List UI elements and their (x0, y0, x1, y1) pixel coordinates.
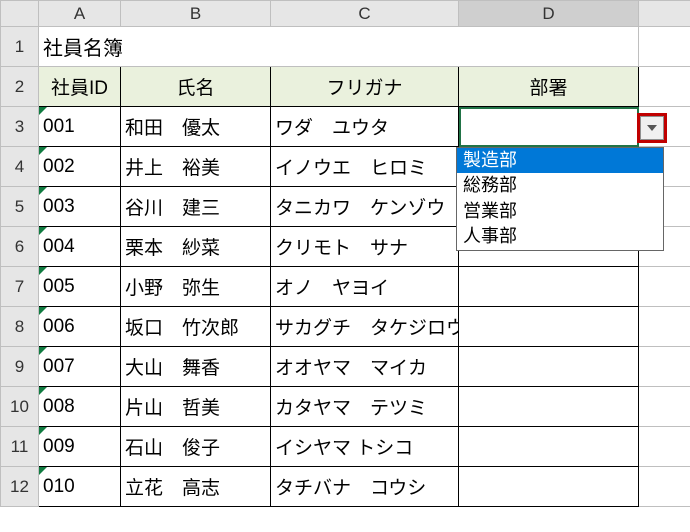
col-header-e[interactable] (639, 1, 690, 27)
cell-id[interactable]: 001 (39, 107, 121, 147)
cell-name[interactable]: 立花 高志 (121, 467, 271, 507)
cell-e12[interactable] (639, 467, 690, 507)
cell-kana[interactable]: タチバナ コウシ (271, 467, 459, 507)
cell-id[interactable]: 008 (39, 387, 121, 427)
cell-kana[interactable]: オオヤマ マイカ (271, 347, 459, 387)
cell-dept[interactable] (459, 307, 639, 347)
cell-name[interactable]: 坂口 竹次郎 (121, 307, 271, 347)
cell-kana[interactable]: イノウエ ヒロミ (271, 147, 459, 187)
cell-id[interactable]: 010 (39, 467, 121, 507)
row-header-5[interactable]: 5 (1, 187, 39, 227)
row-header-1[interactable]: 1 (1, 27, 39, 67)
header-id[interactable]: 社員ID (39, 67, 121, 107)
cell-kana[interactable]: サカグチ タケジロウ (271, 307, 459, 347)
cell-name[interactable]: 井上 裕美 (121, 147, 271, 187)
cell-kana[interactable]: タニカワ ケンゾウ (271, 187, 459, 227)
cell-id[interactable]: 009 (39, 427, 121, 467)
cell-name[interactable]: 大山 舞香 (121, 347, 271, 387)
cell-dept[interactable] (459, 107, 639, 147)
header-dept[interactable]: 部署 (459, 67, 639, 107)
row-header-12[interactable]: 12 (1, 467, 39, 507)
cell-name[interactable]: 栗本 紗菜 (121, 227, 271, 267)
cell-e8[interactable] (639, 307, 690, 347)
cell-e9[interactable] (639, 347, 690, 387)
title-cell[interactable]: 社員名簿 (39, 27, 639, 67)
cell-e11[interactable] (639, 427, 690, 467)
chevron-down-icon (647, 125, 657, 131)
col-header-d[interactable]: D (459, 1, 639, 27)
cell-dept[interactable] (459, 427, 639, 467)
row-header-11[interactable]: 11 (1, 427, 39, 467)
cell-id[interactable]: 003 (39, 187, 121, 227)
cell-id[interactable]: 005 (39, 267, 121, 307)
col-header-b[interactable]: B (121, 1, 271, 27)
cell-name[interactable]: 石山 俊子 (121, 427, 271, 467)
row-header-6[interactable]: 6 (1, 227, 39, 267)
cell-name[interactable]: 片山 哲美 (121, 387, 271, 427)
cell-dept[interactable] (459, 267, 639, 307)
row-header-3[interactable]: 3 (1, 107, 39, 147)
dropdown-option[interactable]: 人事部 (457, 224, 663, 249)
cell-e10[interactable] (639, 387, 690, 427)
row-header-8[interactable]: 8 (1, 307, 39, 347)
dropdown-button[interactable] (640, 116, 664, 140)
row-header-7[interactable]: 7 (1, 267, 39, 307)
select-all-corner[interactable] (1, 1, 39, 27)
row-header-2[interactable]: 2 (1, 67, 39, 107)
cell-e1[interactable] (639, 27, 690, 67)
col-header-c[interactable]: C (271, 1, 459, 27)
cell-id[interactable]: 002 (39, 147, 121, 187)
cell-kana[interactable]: ワダ ユウタ (271, 107, 459, 147)
cell-id[interactable]: 006 (39, 307, 121, 347)
row-header-9[interactable]: 9 (1, 347, 39, 387)
cell-kana[interactable]: クリモト サナ (271, 227, 459, 267)
cell-e7[interactable] (639, 267, 690, 307)
cell-dept[interactable] (459, 387, 639, 427)
cell-kana[interactable]: イシヤマ トシコ (271, 427, 459, 467)
cell-e2[interactable] (639, 67, 690, 107)
header-name[interactable]: 氏名 (121, 67, 271, 107)
grid: A B C D 1 社員名簿 2 社員ID 氏名 フリガナ 部署 3001和田 … (0, 0, 690, 507)
cell-dept[interactable] (459, 467, 639, 507)
row-header-4[interactable]: 4 (1, 147, 39, 187)
row-header-10[interactable]: 10 (1, 387, 39, 427)
col-header-a[interactable]: A (39, 1, 121, 27)
dropdown-list[interactable]: 製造部総務部営業部人事部 (456, 147, 664, 251)
cell-name[interactable]: 和田 優太 (121, 107, 271, 147)
header-kana[interactable]: フリガナ (271, 67, 459, 107)
cell-id[interactable]: 004 (39, 227, 121, 267)
cell-id[interactable]: 007 (39, 347, 121, 387)
cell-kana[interactable]: オノ ヤヨイ (271, 267, 459, 307)
dropdown-option[interactable]: 製造部 (457, 148, 663, 173)
dropdown-option[interactable]: 総務部 (457, 173, 663, 198)
cell-name[interactable]: 谷川 建三 (121, 187, 271, 227)
cell-name[interactable]: 小野 弥生 (121, 267, 271, 307)
cell-kana[interactable]: カタヤマ テツミ (271, 387, 459, 427)
dropdown-option[interactable]: 営業部 (457, 199, 663, 224)
cell-dept[interactable] (459, 347, 639, 387)
spreadsheet-view: A B C D 1 社員名簿 2 社員ID 氏名 フリガナ 部署 3001和田 … (0, 0, 690, 532)
